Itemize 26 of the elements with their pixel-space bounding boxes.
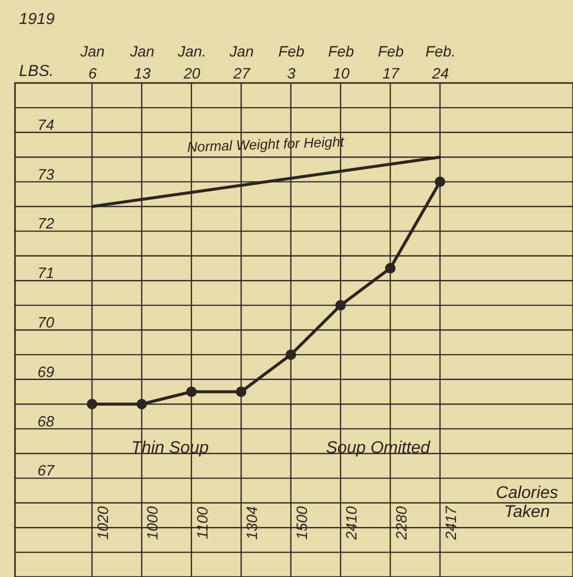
y-tick-label: 69 xyxy=(38,364,55,381)
annotation: 1304 xyxy=(244,506,262,540)
x-tick-label: Feb 10 xyxy=(328,44,354,82)
x-axis-title: 1919 xyxy=(19,11,55,28)
annotation: 1020 xyxy=(95,506,112,540)
x-tick-label: Jan 13 xyxy=(129,44,154,82)
x-tick-label: Jan 27 xyxy=(228,44,254,82)
x-tick-label: Jan. 20 xyxy=(176,44,206,82)
x-tick-label: Feb. 24 xyxy=(425,44,456,82)
annotation: 1500 xyxy=(294,506,311,540)
y-tick-label: 71 xyxy=(38,265,54,282)
x-tick-label: Feb 3 xyxy=(278,44,304,82)
y-tick-label: 67 xyxy=(38,462,55,480)
annotation: 2410 xyxy=(344,506,361,541)
y-axis-title: LBS. xyxy=(19,63,54,80)
y-tick-label: 68 xyxy=(38,413,55,430)
annotation: 2417 xyxy=(443,506,460,541)
y-tick-label: 74 xyxy=(38,116,54,134)
text: Calories Taken xyxy=(496,483,559,521)
x-tick-label: Jan 6 xyxy=(79,44,105,82)
annotation: 1000 xyxy=(144,506,162,540)
annotation: 2280 xyxy=(393,506,410,541)
y-tick-label: 73 xyxy=(38,166,55,184)
y-tick-label: 70 xyxy=(38,314,55,332)
y-tick-label: 72 xyxy=(38,216,55,233)
x-tick-label: Feb 17 xyxy=(378,44,404,82)
